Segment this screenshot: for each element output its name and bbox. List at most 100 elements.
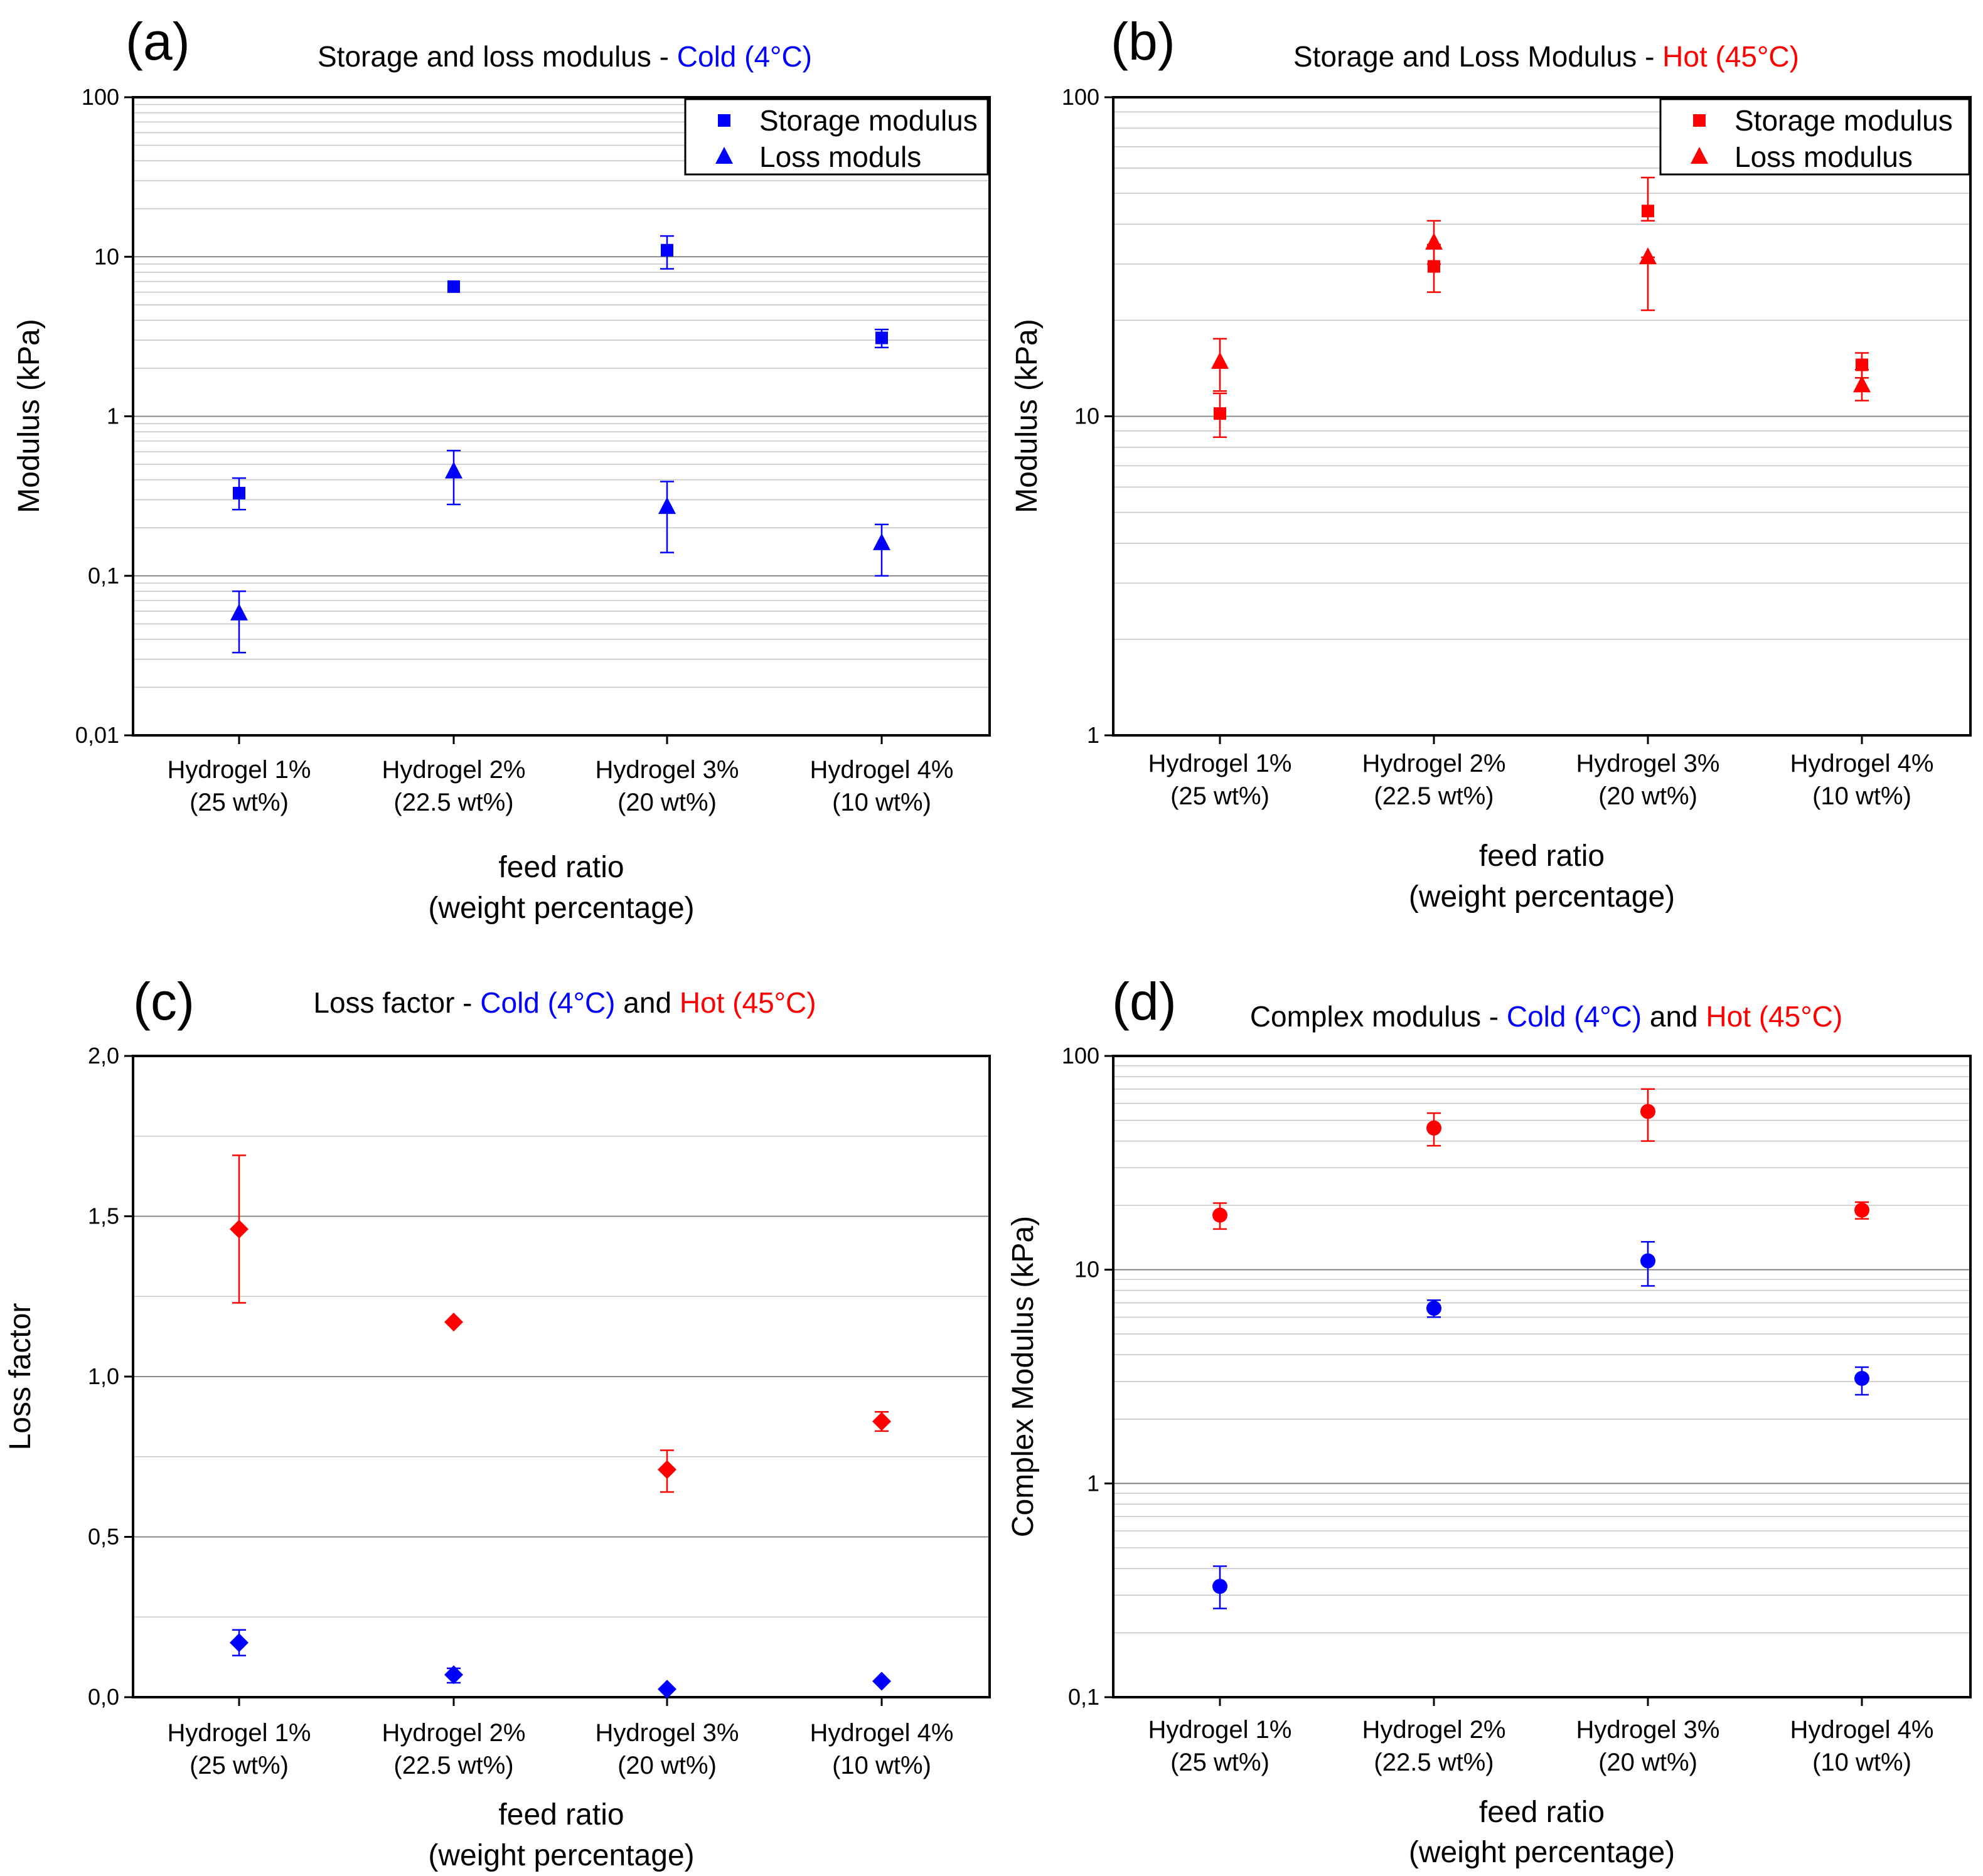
y-axis-title: Complex Modulus (kPa): [1007, 1216, 1040, 1537]
legend-box: [1659, 98, 1970, 176]
title-part: Cold (4°C): [1507, 1000, 1642, 1033]
panel-letter: (c): [133, 972, 195, 1031]
data-point: [658, 497, 676, 514]
data-point: [1640, 1104, 1655, 1119]
x-tick-label: (22.5 wt%): [393, 789, 513, 816]
series-0: [1213, 176, 1869, 439]
y-axis-title: Modulus (kPa): [13, 319, 46, 513]
x-tick-label: Hydrogel 3%: [1576, 750, 1719, 777]
chart-panel-c: 0,0 0,5 1,0 1,5 2,0 Hydrogel 1% (25 wt%) Hydrog…: [4, 972, 991, 1872]
data-point: [658, 1680, 676, 1699]
x-tick-label: Hydrogel 2%: [382, 756, 525, 784]
x-tick-label: Hydrogel 1%: [1148, 1716, 1291, 1744]
data-point: [1426, 1301, 1441, 1316]
data-point: [1853, 375, 1871, 393]
x-tick-label: (20 wt%): [1598, 1749, 1697, 1776]
legend-label: Loss modulus: [1734, 141, 1913, 173]
x-axis-title: feed ratio: [1479, 839, 1605, 873]
x-tick-label: Hydrogel 3%: [1576, 1716, 1719, 1744]
x-tick-label: Hydrogel 1%: [167, 756, 311, 784]
x-axis-title: (weight percentage): [1409, 1836, 1675, 1869]
y-axis-title: Modulus (kPa): [1010, 319, 1044, 513]
title-part: and: [1642, 1000, 1706, 1033]
data-point: [1426, 1120, 1441, 1136]
data-point: [1639, 247, 1657, 265]
x-tick-label: (25 wt%): [1170, 782, 1269, 810]
y-tick-label: 1,0: [88, 1363, 119, 1389]
data-point: [873, 533, 890, 550]
panel-letter: (a): [126, 12, 190, 71]
data-point: [872, 1412, 891, 1431]
y-tick-label: 2,0: [88, 1043, 119, 1069]
chart-panel-b: 1 10 100 Hydrogel 1% (25 wt%) Hydrogel 2% (22.…: [1010, 12, 1972, 914]
title-part: Cold (4°C): [677, 40, 812, 73]
data-point: [1212, 1579, 1227, 1594]
x-tick-label: (10 wt%): [1812, 782, 1911, 810]
legend-label: Storage modulus: [759, 104, 978, 137]
x-tick-label: (25 wt%): [1170, 1749, 1269, 1776]
data-point: [1428, 260, 1440, 273]
legend-marker: [1691, 147, 1708, 164]
y-tick-label: 100: [1062, 84, 1099, 110]
y-tick-label: 0,1: [1068, 1684, 1099, 1710]
x-axis-title: (weight percentage): [428, 892, 694, 925]
title-part: and: [616, 986, 680, 1019]
x-tick-label: Hydrogel 4%: [810, 1719, 953, 1747]
x-tick-label: (20 wt%): [1598, 782, 1697, 810]
x-tick-label: (22.5 wt%): [1374, 1749, 1494, 1776]
x-axis-title: feed ratio: [498, 851, 624, 884]
title-part: Storage and loss modulus -: [318, 40, 677, 73]
y-axis-title: Loss factor: [4, 1303, 37, 1451]
x-tick-label: (20 wt%): [617, 1752, 717, 1779]
y-tick-label: 0,5: [88, 1524, 119, 1550]
series-1: [1211, 220, 1871, 402]
data-point: [444, 1313, 463, 1332]
x-axis-title: feed ratio: [498, 1798, 624, 1831]
data-point: [447, 280, 460, 293]
series-0: [232, 235, 889, 511]
data-point: [1425, 232, 1443, 250]
x-tick-label: Hydrogel 4%: [1790, 1716, 1933, 1744]
data-point: [1854, 1370, 1869, 1386]
data-point: [1642, 205, 1654, 218]
x-axis-title: feed ratio: [1479, 1796, 1605, 1829]
y-tick-label: 0,0: [88, 1684, 119, 1710]
y-tick-label: 10: [1074, 403, 1099, 429]
series-1: [230, 1154, 891, 1493]
y-tick-label: 1: [1087, 722, 1099, 748]
series-1: [1212, 1088, 1869, 1230]
y-tick-label: 1: [107, 403, 119, 429]
title-part: Cold (4°C): [480, 986, 615, 1019]
data-point: [233, 486, 245, 499]
chart-panel-d: 0,1 1 10 100 Hydrogel 1% (25 wt%) Hydrogel 2% (…: [1007, 972, 1972, 1869]
x-tick-label: (20 wt%): [617, 789, 717, 816]
title-part: Complex modulus -: [1250, 1000, 1507, 1033]
title-part: Hot (45°C): [1706, 1000, 1842, 1033]
data-point: [230, 603, 248, 621]
plot-title: Loss factor - Cold (4°C) and Hot (45°C): [313, 986, 816, 1019]
y-tick-label: 1: [1087, 1470, 1099, 1496]
y-tick-label: 10: [1074, 1257, 1099, 1282]
x-tick-label: (25 wt%): [190, 1752, 289, 1779]
y-tick-label: 100: [82, 84, 119, 110]
data-point: [1211, 351, 1229, 369]
title-part: Loss factor -: [313, 986, 480, 1019]
x-tick-label: Hydrogel 2%: [382, 1719, 525, 1747]
plot-title: Complex modulus - Cold (4°C) and Hot (45…: [1250, 1000, 1842, 1033]
data-point: [445, 461, 462, 479]
plot-title: Storage and Loss Modulus - Hot (45°C): [1293, 40, 1799, 73]
x-tick-label: (22.5 wt%): [393, 1752, 513, 1779]
legend: Storage modulus Loss modulus: [1659, 98, 1970, 176]
x-axis-title: (weight percentage): [1409, 880, 1675, 914]
x-tick-label: Hydrogel 3%: [595, 756, 739, 784]
x-axis-title: (weight percentage): [428, 1839, 694, 1872]
data-point: [1854, 1202, 1869, 1218]
panel-letter: (b): [1111, 12, 1175, 71]
title-part: Hot (45°C): [680, 986, 816, 1019]
panel-letter: (d): [1112, 972, 1177, 1031]
x-tick-label: (22.5 wt%): [1374, 782, 1494, 810]
x-tick-label: Hydrogel 4%: [810, 756, 953, 784]
y-tick-label: 0,1: [88, 563, 119, 589]
data-point: [1212, 1207, 1227, 1223]
